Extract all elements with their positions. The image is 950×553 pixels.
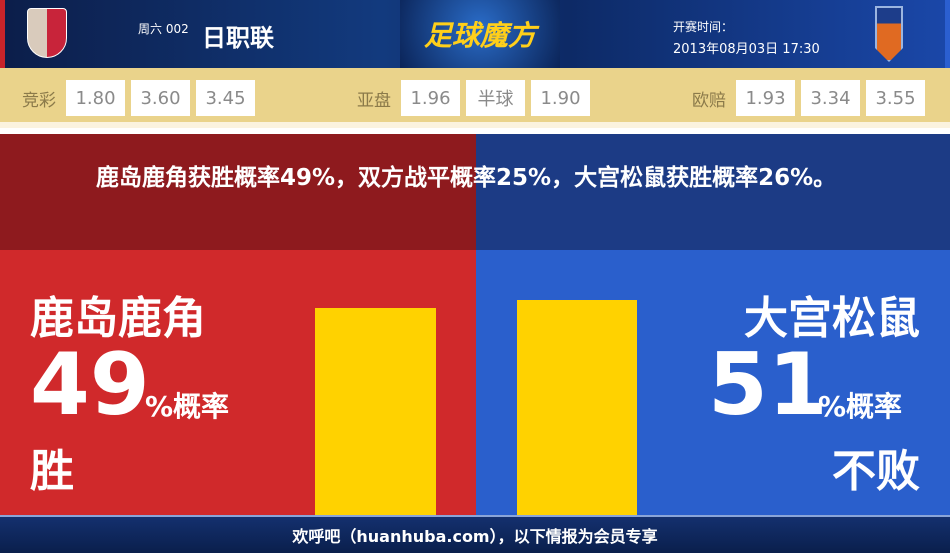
odds-value: 3.34 — [801, 80, 860, 116]
jingcai-odds: 竞彩 1.80 3.60 3.45 — [22, 80, 255, 116]
asian-handicap-odds: 亚盘 1.96 半球 1.90 — [357, 80, 590, 116]
away-team-name: 大宫松鼠 — [744, 293, 920, 344]
probability-summary: 鹿岛鹿角获胜概率49%，双方战平概率25%，大宫松鼠获胜概率26%。 — [96, 165, 837, 191]
league-name: 日职联 — [202, 24, 274, 52]
odds-label: 欧赔 — [692, 90, 726, 111]
odds-value: 3.45 — [196, 80, 255, 116]
kickoff-time: 2013年08月03日 17:30 — [673, 42, 820, 57]
odds-value: 1.96 — [401, 80, 460, 116]
members-footer: 欢呼吧（huanhuba.com），以下情报为会员专享 — [0, 515, 950, 553]
home-percent-label: %概率 — [145, 390, 230, 423]
away-percent: 51 — [708, 335, 828, 435]
brand-logo: 足球魔方 — [400, 0, 560, 68]
kickoff-label: 开赛时间： — [673, 20, 734, 34]
odds-value: 1.93 — [736, 80, 795, 116]
odds-value: 半球 — [466, 80, 525, 116]
odds-bar: 竞彩 1.80 3.60 3.45 亚盘 1.96 半球 1.90 欧赔 1.9… — [0, 68, 950, 128]
european-odds: 欧赔 1.93 3.34 3.55 — [692, 80, 925, 116]
away-result-label: 不败 — [832, 446, 920, 497]
odds-value: 1.80 — [66, 80, 125, 116]
home-result-label: 胜 — [30, 446, 74, 497]
home-team-name: 鹿岛鹿角 — [30, 293, 206, 344]
odds-value: 3.60 — [131, 80, 190, 116]
match-weekday-number: 周六 002 — [138, 22, 189, 36]
away-probability-bar — [517, 300, 637, 515]
odds-label: 亚盘 — [357, 90, 391, 111]
odds-value: 3.55 — [866, 80, 925, 116]
away-team-logo — [875, 6, 903, 62]
odds-value: 1.90 — [531, 80, 590, 116]
home-probability-bar — [315, 308, 436, 515]
home-percent: 49 — [30, 335, 150, 435]
match-header: 周六 002 日职联 足球魔方 开赛时间： 2013年08月03日 17:30 — [0, 0, 950, 68]
odds-label: 竞彩 — [22, 90, 56, 111]
away-percent-label: %概率 — [818, 390, 903, 423]
home-team-logo — [27, 8, 67, 58]
